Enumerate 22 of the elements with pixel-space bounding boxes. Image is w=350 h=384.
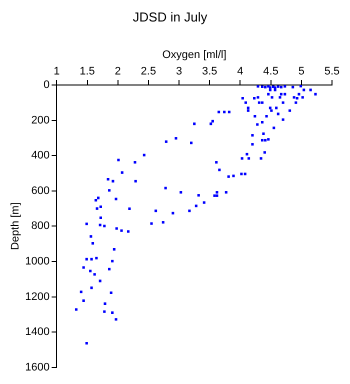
x-tick-label: 4 [237, 65, 244, 78]
y-tick-label: 0 [44, 79, 50, 92]
x-tick-label: 3 [176, 65, 182, 78]
y-tick-label: 800 [31, 220, 50, 232]
x-tick-label: 3.5 [202, 65, 218, 78]
y-tick-label: 200 [31, 114, 50, 126]
y-tick-label: 1400 [25, 326, 50, 338]
x-tick-label: 5 [298, 65, 304, 78]
y-tick-label: 400 [31, 150, 50, 162]
x-tick-label: 4.5 [263, 65, 278, 78]
y-tick-label: 600 [31, 184, 50, 197]
x-tick-label: 2.5 [140, 65, 156, 78]
y-tick-label: 1200 [25, 290, 50, 303]
x-tick-label: 1.5 [80, 65, 95, 78]
x-tick-label: 2 [114, 65, 121, 78]
chart-title: JDSD in July [132, 9, 208, 24]
y-axis-title: Depth [m] [10, 202, 22, 250]
x-tick-label: 1 [54, 65, 60, 78]
x-axis-title: Oxygen [ml/l] [162, 49, 226, 62]
x-tick-label: 5.5 [324, 65, 340, 78]
y-tick-label: 1000 [25, 256, 50, 268]
y-tick-label: 1600 [25, 361, 50, 374]
